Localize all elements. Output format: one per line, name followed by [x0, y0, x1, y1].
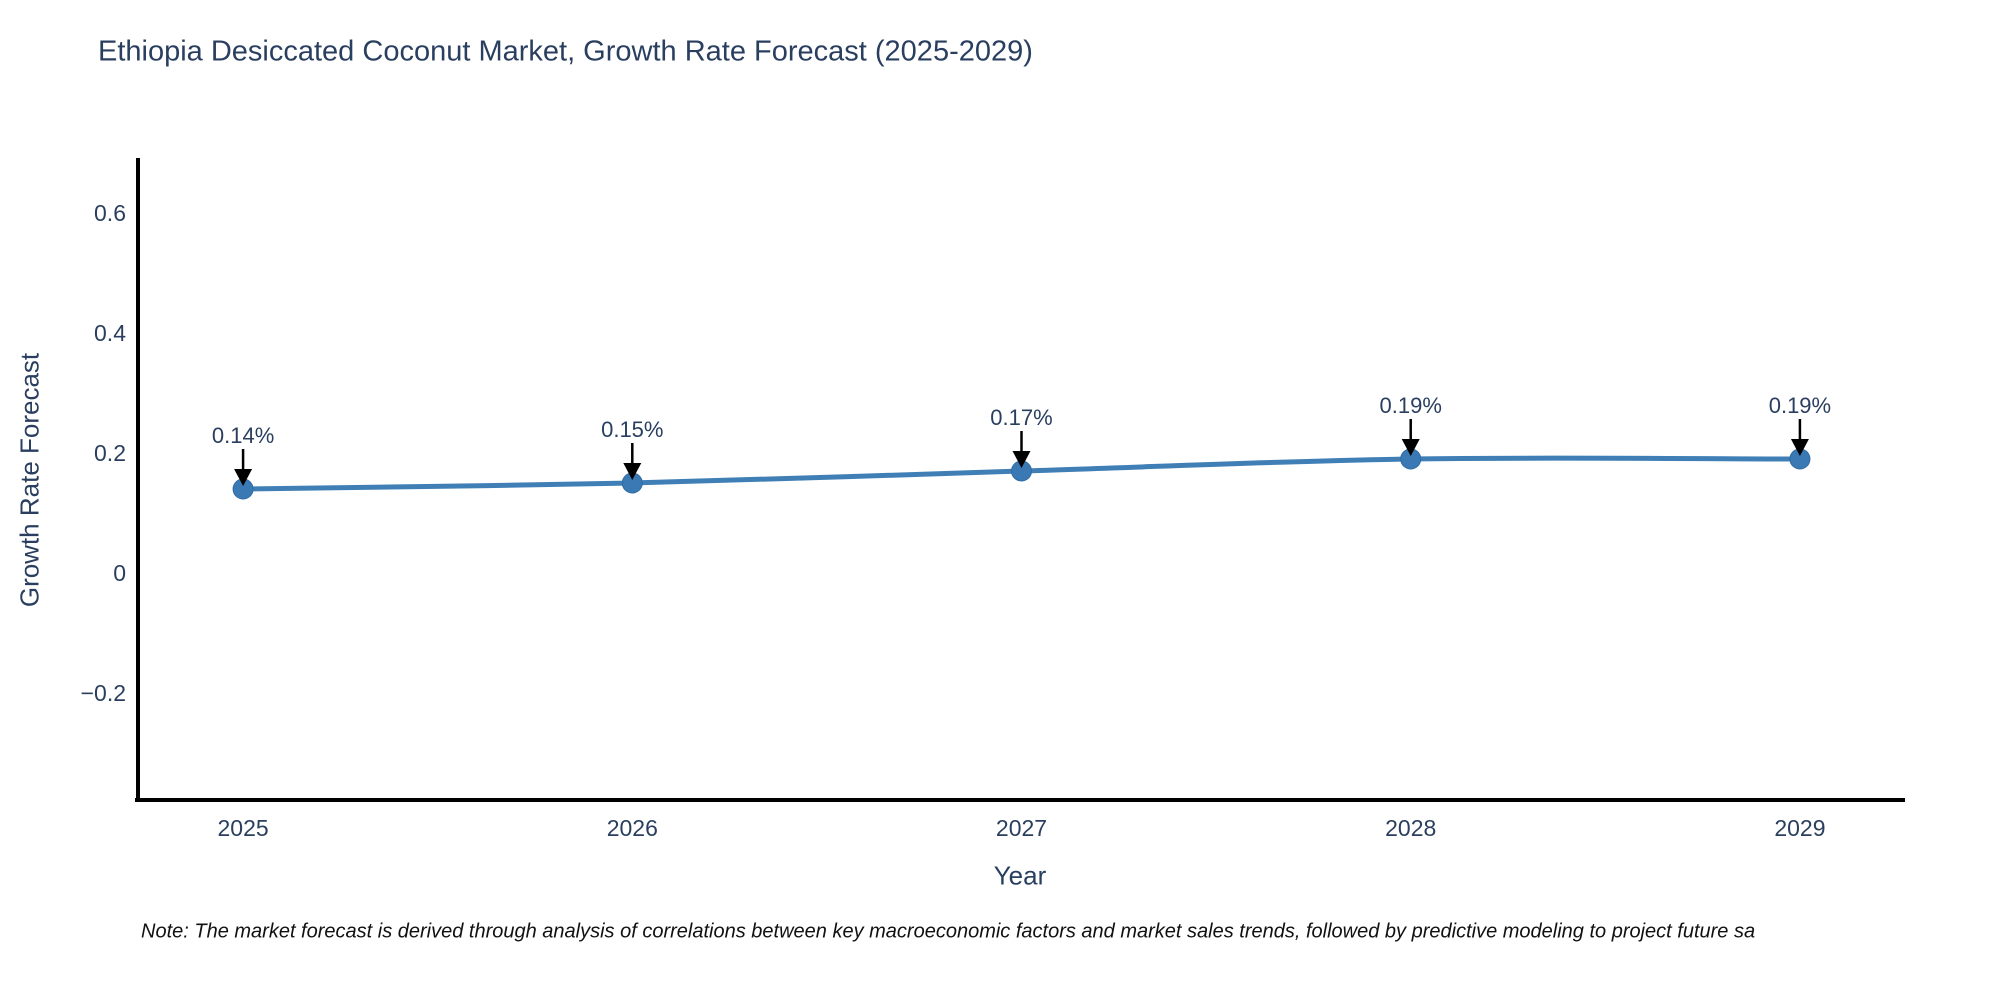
- point-value-label: 0.15%: [601, 417, 663, 442]
- chart-title: Ethiopia Desiccated Coconut Market, Grow…: [98, 35, 1033, 68]
- x-tick-label: 2027: [996, 815, 1047, 841]
- x-tick-label: 2026: [607, 815, 658, 841]
- annotation-arrowhead-icon: [1790, 438, 1809, 456]
- annotation-arrowhead-icon: [1401, 438, 1420, 456]
- point-value-label: 0.17%: [990, 405, 1052, 430]
- annotation-arrowhead-icon: [234, 469, 253, 487]
- y-tick-label: 0.4: [94, 320, 126, 346]
- point-value-label: 0.14%: [212, 423, 274, 448]
- point-value-label: 0.19%: [1769, 393, 1831, 418]
- annotation-arrowhead-icon: [623, 463, 642, 481]
- x-tick-label: 2025: [217, 815, 268, 841]
- x-axis-title: Year: [993, 860, 1047, 891]
- x-tick-label: 2029: [1774, 815, 1825, 841]
- x-tick-label: 2028: [1385, 815, 1436, 841]
- y-tick-label: 0.2: [94, 440, 126, 466]
- y-tick-label: 0: [113, 560, 126, 586]
- y-tick-label: −0.2: [81, 680, 126, 706]
- footnote: Note: The market forecast is derived thr…: [141, 920, 1756, 943]
- point-value-label: 0.19%: [1380, 393, 1442, 418]
- y-tick-label: 0.6: [94, 200, 126, 226]
- annotation-arrowhead-icon: [1012, 450, 1031, 468]
